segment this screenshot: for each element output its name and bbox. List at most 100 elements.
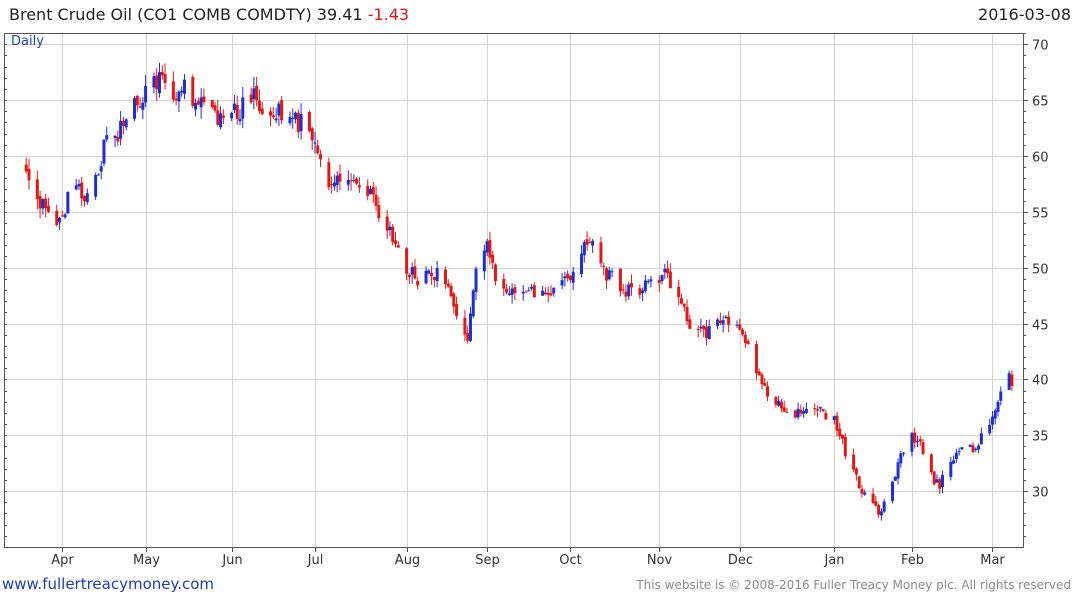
candle-body bbox=[915, 440, 919, 442]
candle-body bbox=[257, 100, 261, 111]
candle-body bbox=[979, 433, 983, 445]
candle-body bbox=[649, 279, 653, 282]
candle-body bbox=[280, 100, 284, 121]
candlesticks bbox=[24, 62, 1014, 521]
candle-body bbox=[232, 103, 236, 111]
candle-body bbox=[588, 242, 592, 244]
candle-body bbox=[1010, 374, 1014, 386]
candle-body bbox=[219, 113, 223, 128]
candle-body bbox=[524, 291, 528, 293]
candle-body bbox=[896, 462, 900, 479]
candle-body bbox=[754, 343, 758, 374]
candle-body bbox=[488, 240, 492, 258]
candle-body bbox=[974, 448, 978, 450]
candle-body bbox=[857, 476, 861, 489]
candle-body bbox=[144, 85, 148, 103]
candle-body bbox=[990, 416, 994, 425]
candle-body bbox=[180, 90, 184, 93]
candle-body bbox=[194, 102, 198, 110]
candle-body bbox=[668, 271, 672, 289]
candle-body bbox=[249, 94, 253, 103]
candle-body bbox=[443, 269, 447, 285]
candle-body bbox=[641, 290, 645, 294]
x-tick-label: Nov bbox=[647, 553, 673, 568]
candle-body bbox=[355, 178, 359, 184]
candle-body bbox=[307, 112, 311, 132]
candle-body bbox=[910, 433, 914, 452]
candle-body bbox=[410, 267, 414, 275]
candle-body bbox=[230, 112, 234, 119]
candle-body bbox=[871, 493, 875, 504]
candle-body bbox=[35, 179, 39, 200]
candle-body bbox=[407, 275, 411, 278]
candle-body bbox=[171, 81, 175, 100]
candle-body bbox=[918, 439, 922, 442]
candle-body bbox=[718, 320, 722, 324]
candle-body bbox=[41, 198, 45, 209]
candle-body bbox=[929, 454, 933, 473]
chart-title: Brent Crude Oil (CO1 COMB COMDTY) 39.41 … bbox=[9, 5, 409, 24]
candle-body bbox=[299, 114, 303, 132]
candle-body bbox=[135, 95, 139, 106]
candle-body bbox=[252, 88, 256, 100]
candle-body bbox=[610, 271, 614, 273]
candle-body bbox=[821, 409, 825, 412]
candle-body bbox=[27, 168, 31, 181]
x-tick-label: Apr bbox=[51, 553, 74, 568]
x-axis: Apr May Jun Jul Aug Sep Oct Nov Dec Jan Feb Mar bbox=[51, 547, 1005, 568]
candle-body bbox=[85, 193, 89, 203]
y-tick-label: 70 bbox=[1032, 39, 1049, 54]
candle-body bbox=[566, 273, 570, 279]
candle-body bbox=[527, 290, 531, 292]
candle-body bbox=[38, 196, 42, 209]
candle-body bbox=[471, 290, 475, 317]
x-tick-label: Jan bbox=[823, 553, 844, 568]
candle-body bbox=[602, 266, 606, 268]
candle-body bbox=[530, 286, 534, 289]
candle-body bbox=[241, 97, 245, 119]
candle-body bbox=[663, 269, 667, 273]
y-tick-label: 55 bbox=[1032, 207, 1049, 222]
candle-body bbox=[116, 136, 120, 142]
candle-body bbox=[446, 283, 450, 287]
y-tick-label: 30 bbox=[1032, 486, 1049, 501]
candle-body bbox=[391, 226, 395, 243]
website-link[interactable]: www.fullertreacymoney.com bbox=[2, 575, 215, 593]
candle-body bbox=[660, 275, 664, 282]
candle-body bbox=[638, 288, 642, 295]
candle-body bbox=[957, 451, 961, 453]
candle-body bbox=[152, 76, 156, 88]
candle-body bbox=[388, 226, 392, 230]
candle-body bbox=[996, 402, 1000, 412]
candle-body bbox=[816, 409, 820, 411]
candle-body bbox=[138, 106, 142, 108]
candle-body bbox=[435, 268, 439, 282]
candle-body bbox=[160, 71, 164, 76]
candle-body bbox=[366, 185, 370, 196]
candle-body bbox=[369, 188, 373, 194]
candle-body bbox=[843, 436, 847, 457]
candle-body bbox=[779, 401, 783, 409]
x-tick-label: Sep bbox=[475, 553, 500, 568]
candle-body bbox=[313, 142, 317, 144]
candle-body bbox=[741, 329, 745, 335]
candle-body bbox=[757, 371, 761, 376]
candle-body bbox=[291, 118, 295, 120]
candle-body bbox=[124, 119, 128, 128]
candle-body bbox=[155, 75, 159, 90]
candle-body bbox=[374, 194, 378, 206]
candle-body bbox=[96, 174, 100, 176]
candle-body bbox=[482, 250, 486, 272]
candle-body bbox=[877, 505, 881, 515]
candle-body bbox=[413, 266, 417, 279]
candle-body bbox=[841, 434, 845, 439]
candle-body bbox=[1007, 373, 1011, 390]
candle-body bbox=[954, 452, 958, 460]
candle-body bbox=[44, 198, 48, 209]
candle-body bbox=[474, 268, 478, 292]
y-axis: 30 35 40 45 50 55 60 65 70 bbox=[1023, 33, 1049, 537]
candle-body bbox=[971, 445, 975, 452]
candle-body bbox=[83, 195, 87, 202]
candle-body bbox=[338, 173, 342, 182]
candle-body bbox=[624, 291, 628, 297]
